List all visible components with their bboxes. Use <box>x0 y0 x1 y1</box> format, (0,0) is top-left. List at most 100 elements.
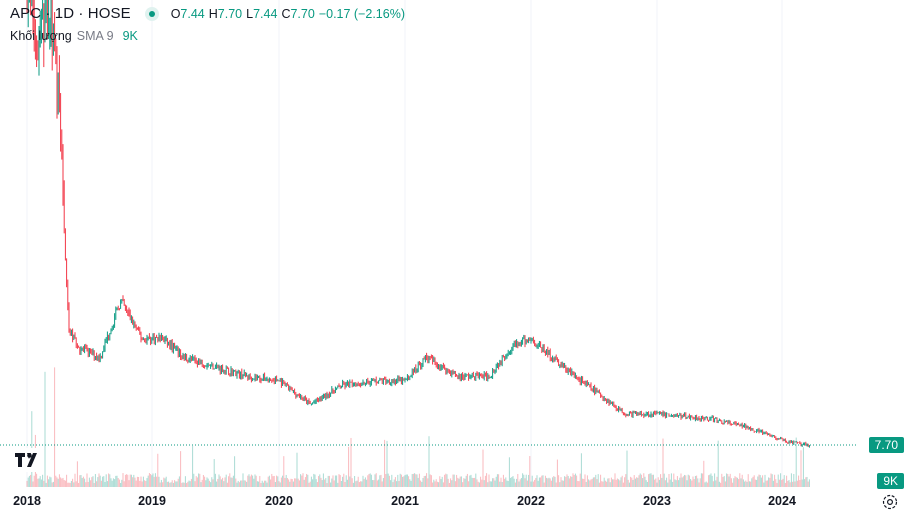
volume-bar <box>494 480 496 487</box>
volume-bar <box>562 480 564 487</box>
volume-bar <box>733 478 735 487</box>
volume-bar <box>57 478 59 487</box>
volume-bar <box>505 477 507 487</box>
volume-bar <box>201 479 203 487</box>
volume-bar <box>748 481 750 487</box>
volume-bar <box>566 474 568 487</box>
volume-bar <box>807 481 809 487</box>
volume-bar <box>690 478 692 487</box>
volume-bar <box>166 481 168 487</box>
gear-icon[interactable] <box>881 493 899 511</box>
volume-bar <box>717 440 719 487</box>
volume-bar <box>495 476 497 487</box>
volume-bar <box>607 478 609 487</box>
volume-bar <box>56 477 58 487</box>
volume-bar <box>384 439 386 487</box>
chart-gridlines <box>26 0 783 486</box>
volume-bar <box>492 478 494 487</box>
volume-bar <box>318 476 320 487</box>
volume-bar <box>532 481 534 487</box>
volume-bar <box>758 474 760 487</box>
volume-bar <box>153 476 155 487</box>
volume-bar <box>420 480 422 487</box>
volume-bar <box>409 479 411 487</box>
volume-bar <box>140 476 142 487</box>
volume-bar <box>620 477 622 487</box>
volume-bar <box>535 477 537 487</box>
volume-bar <box>644 476 646 487</box>
volume-bar <box>27 477 29 487</box>
volume-bar <box>76 461 78 487</box>
volume-bar <box>548 477 550 487</box>
volume-bar <box>33 475 35 487</box>
volume-bar <box>73 482 75 487</box>
volume-bar <box>292 481 294 487</box>
volume-title[interactable]: Khối lượng <box>10 29 72 43</box>
volume-bar <box>768 477 770 487</box>
volume-bar <box>220 479 222 487</box>
volume-bar <box>427 478 429 487</box>
volume-bar <box>94 474 96 487</box>
volume-bar <box>330 482 332 487</box>
volume-bar <box>744 481 746 487</box>
volume-bar <box>513 478 515 487</box>
volume-bar <box>666 477 668 487</box>
volume-bar <box>770 473 772 487</box>
volume-bar <box>184 476 186 487</box>
volume-bar <box>178 476 180 487</box>
tradingview-logo-icon[interactable] <box>12 448 44 472</box>
volume-bar <box>470 474 472 487</box>
volume-bar <box>375 473 377 487</box>
volume-bar <box>142 476 144 487</box>
volume-bar <box>272 476 274 487</box>
volume-bar <box>802 447 804 487</box>
volume-bar <box>741 474 743 487</box>
volume-bar <box>355 481 357 487</box>
volume-bar <box>601 481 603 487</box>
volume-bar <box>428 436 430 487</box>
volume-bar <box>471 477 473 487</box>
volume-bar <box>776 482 778 487</box>
volume-bar <box>370 474 372 487</box>
volume-bar <box>618 479 620 487</box>
volume-bar <box>608 478 610 487</box>
volume-bar <box>378 479 380 487</box>
x-tick-label-2023: 2023 <box>643 494 671 508</box>
volume-bar <box>745 480 747 487</box>
volume-bar <box>484 475 486 487</box>
volume-bar <box>493 478 495 487</box>
volume-bar <box>498 474 500 487</box>
volume-bar <box>720 482 722 487</box>
volume-bar <box>334 475 336 487</box>
volume-bar <box>151 475 153 487</box>
volume-bar <box>93 482 95 487</box>
volume-bar <box>628 482 630 487</box>
volume-bar <box>81 478 83 487</box>
volume-bar <box>109 474 111 487</box>
volume-bar <box>616 478 618 487</box>
volume-bar <box>158 476 160 487</box>
volume-bar <box>730 478 732 487</box>
volume-bar <box>762 475 764 487</box>
volume-bar <box>246 481 248 487</box>
volume-bar <box>248 474 250 487</box>
volume-bar <box>583 478 585 487</box>
volume-bar <box>712 481 714 487</box>
volume-bar <box>376 480 378 487</box>
symbol-title[interactable]: APC · 1D · HOSE <box>10 5 131 22</box>
volume-bar <box>74 473 76 487</box>
low-key: L <box>246 6 254 21</box>
volume-bar <box>584 474 586 487</box>
volume-bar <box>516 478 518 487</box>
volume-bar <box>326 482 328 487</box>
volume-bar <box>122 473 124 487</box>
volume-bar <box>391 474 393 487</box>
volume-bar <box>133 474 135 487</box>
volume-bar <box>385 473 387 487</box>
volume-bar <box>630 476 632 487</box>
volume-bar <box>38 478 40 487</box>
volume-bar <box>756 479 758 487</box>
volume-bar <box>436 481 438 487</box>
volume-bar <box>28 475 30 487</box>
